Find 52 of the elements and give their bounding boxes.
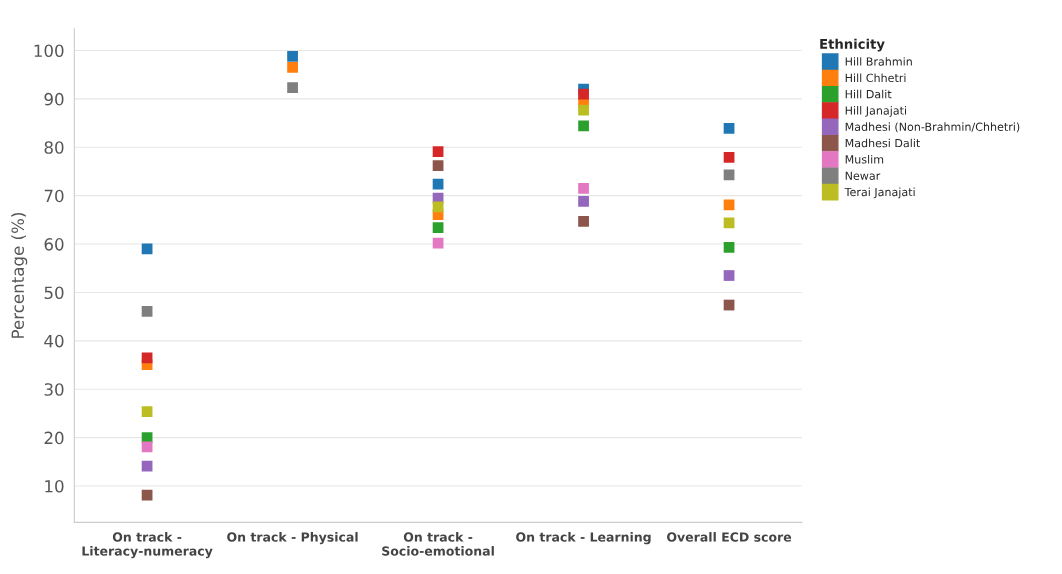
point: [141, 305, 153, 317]
point: [141, 489, 153, 501]
point: [723, 242, 735, 253]
x-tick-label: Overall ECD score: [667, 532, 792, 542]
point: [432, 160, 444, 172]
x-tick-label: On track - Socio-emotional: [382, 532, 494, 556]
legend-label: Terai Janajati: [844, 187, 915, 199]
point: [141, 441, 153, 453]
legend-label: Hill Brahmin: [845, 57, 912, 66]
point: [723, 217, 735, 229]
y-tick-label: 70: [44, 189, 64, 203]
point: [578, 104, 589, 116]
point: [723, 270, 735, 281]
x-tick-label: On track - Physical: [227, 532, 358, 545]
point: [723, 123, 735, 134]
y-tick-label: 20: [44, 431, 64, 445]
point: [287, 82, 298, 94]
point: [287, 50, 298, 62]
y-tick-label: 100: [34, 44, 64, 58]
y-tick-label: 90: [44, 92, 64, 106]
point: [723, 199, 735, 211]
point: [578, 183, 589, 194]
point: [723, 169, 735, 181]
legend-label: Newar: [845, 171, 881, 180]
legend-label: Madhesi (Non-Brahmin/Chhetri): [845, 122, 1020, 133]
point: [432, 222, 444, 233]
x-tick-label: On track - Learning: [516, 532, 651, 545]
legend-title: Ethnicity: [820, 38, 885, 52]
point: [432, 146, 444, 158]
point: [287, 62, 298, 73]
y-tick-label: 80: [44, 141, 64, 154]
y-tick-label: 50: [44, 286, 64, 300]
y-axis-title: Percentage (%): [11, 213, 28, 338]
y-tick-label: 10: [45, 480, 64, 493]
point: [141, 352, 153, 364]
y-tick-label: 40: [44, 334, 64, 348]
legend-label: Muslim: [845, 154, 884, 164]
point: [578, 120, 589, 132]
point: [578, 215, 589, 227]
y-tick-label: 60: [44, 238, 64, 251]
y-tick-label: 30: [44, 383, 64, 396]
point: [432, 201, 444, 213]
point: [578, 196, 589, 207]
legend-label: Hill Chhetri: [845, 73, 906, 83]
point: [141, 406, 153, 417]
legend-label: Madhesi Dalit: [845, 138, 920, 148]
legend-label: Hill Janajati: [845, 106, 907, 117]
point: [723, 152, 735, 163]
legend-label: Hill Dalit: [845, 89, 892, 99]
point: [578, 88, 589, 100]
x-tick-label: On track - Literacy-numeracy: [82, 532, 213, 559]
point: [141, 460, 153, 472]
